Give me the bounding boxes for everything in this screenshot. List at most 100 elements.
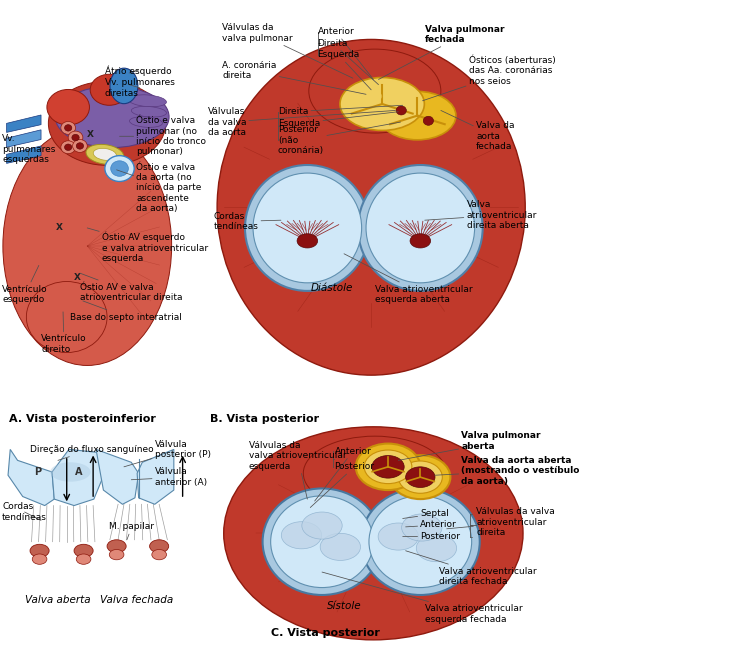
Circle shape: [61, 141, 76, 154]
Ellipse shape: [410, 234, 431, 248]
Ellipse shape: [86, 144, 123, 164]
Text: Valva pulmonar
aberta: Valva pulmonar aberta: [398, 432, 541, 461]
Ellipse shape: [309, 49, 441, 133]
Ellipse shape: [379, 91, 456, 140]
Text: Direita: Direita: [278, 105, 403, 116]
Ellipse shape: [152, 549, 167, 560]
Ellipse shape: [401, 514, 442, 541]
Ellipse shape: [74, 544, 93, 557]
Polygon shape: [8, 450, 54, 505]
Ellipse shape: [93, 148, 116, 160]
Ellipse shape: [217, 39, 526, 375]
Ellipse shape: [378, 523, 418, 550]
Polygon shape: [7, 115, 41, 133]
Text: Óstio e valva
da aorta (no
início da parte
ascendente
da aorta): Óstio e valva da aorta (no início da par…: [117, 162, 202, 214]
Ellipse shape: [129, 95, 166, 107]
Text: Valva
atrioventricular
direita aberta: Valva atrioventricular direita aberta: [425, 200, 537, 230]
Polygon shape: [7, 146, 41, 164]
Circle shape: [105, 156, 135, 181]
Text: Anterior: Anterior: [315, 447, 371, 501]
Text: X: X: [87, 131, 93, 140]
Ellipse shape: [406, 467, 435, 487]
Text: A. Vista posteroinferior: A. Vista posteroinferior: [10, 413, 157, 424]
Text: Valva fechada: Valva fechada: [100, 595, 173, 605]
Ellipse shape: [416, 534, 456, 562]
Text: X: X: [74, 272, 82, 281]
Ellipse shape: [365, 450, 412, 483]
Text: C. Vista posterior: C. Vista posterior: [270, 628, 379, 638]
Ellipse shape: [223, 427, 523, 640]
Circle shape: [73, 140, 87, 153]
Text: Sístole: Sístole: [327, 601, 362, 611]
Ellipse shape: [55, 86, 169, 148]
Text: Anterior: Anterior: [318, 27, 373, 80]
Text: B. Vista posterior: B. Vista posterior: [209, 413, 319, 424]
Ellipse shape: [356, 444, 420, 490]
Polygon shape: [7, 130, 41, 148]
Text: Válvula
posterior (P): Válvula posterior (P): [124, 440, 211, 467]
Text: Cordas
tendíneas: Cordas tendíneas: [213, 212, 281, 231]
Text: Valva pulmonar
fechada: Valva pulmonar fechada: [379, 25, 504, 80]
Text: Ósticos (aberturas)
das Aa. coronárias
nos seios: Ósticos (aberturas) das Aa. coronárias n…: [423, 55, 556, 101]
Ellipse shape: [132, 106, 166, 117]
Ellipse shape: [360, 91, 382, 102]
Text: Esquerda: Esquerda: [318, 50, 371, 90]
Text: X: X: [56, 223, 63, 232]
Text: Válvulas
da valva
da aorta: Válvulas da valva da aorta: [207, 107, 395, 137]
Text: Diástole: Diástole: [311, 283, 354, 293]
Text: Válvula
anterior (A): Válvula anterior (A): [132, 467, 207, 487]
Text: A. coronária
direita: A. coronária direita: [222, 61, 366, 94]
Ellipse shape: [262, 488, 381, 595]
Ellipse shape: [253, 173, 362, 283]
Polygon shape: [52, 450, 106, 505]
Text: Direita: Direita: [318, 39, 379, 85]
Ellipse shape: [297, 234, 318, 248]
Circle shape: [396, 106, 406, 115]
Circle shape: [65, 125, 72, 131]
Ellipse shape: [110, 549, 124, 560]
Ellipse shape: [50, 463, 90, 481]
Text: Óstio e valva
pulmonar (no
início do tronco
pulmonar): Óstio e valva pulmonar (no início do tro…: [120, 116, 207, 157]
Ellipse shape: [49, 82, 166, 166]
Text: Valva da aorta aberta
(mostrando o vestíbulo
da aorta): Valva da aorta aberta (mostrando o vestí…: [435, 455, 580, 486]
Text: Valva atrioventricular
esquerda fechada: Valva atrioventricular esquerda fechada: [322, 572, 523, 624]
Ellipse shape: [302, 512, 343, 539]
Text: M. papilar: M. papilar: [110, 522, 154, 540]
Ellipse shape: [150, 540, 169, 553]
Text: Válvulas da valva
atrioventricular
direita: Válvulas da valva atrioventricular direi…: [447, 507, 555, 537]
Text: Óstio AV e valva
atrioventricular direita: Óstio AV e valva atrioventricular direit…: [80, 273, 182, 302]
Ellipse shape: [3, 127, 172, 366]
Ellipse shape: [390, 455, 451, 499]
Ellipse shape: [110, 68, 138, 104]
Ellipse shape: [245, 165, 370, 291]
Ellipse shape: [107, 540, 126, 553]
Circle shape: [111, 161, 129, 176]
Ellipse shape: [47, 89, 90, 125]
Text: Átrio esquerdo: Átrio esquerdo: [105, 65, 171, 76]
Ellipse shape: [282, 521, 322, 549]
Text: Valva atrioventricular
direita fechada: Valva atrioventricular direita fechada: [406, 551, 537, 586]
Ellipse shape: [358, 165, 483, 291]
Ellipse shape: [340, 78, 424, 131]
Text: A: A: [76, 467, 83, 477]
Ellipse shape: [320, 533, 361, 560]
Ellipse shape: [26, 281, 107, 353]
Ellipse shape: [304, 436, 446, 510]
Ellipse shape: [369, 496, 472, 587]
Text: P: P: [34, 467, 41, 477]
Text: Valva atrioventricular
esquerda aberta: Valva atrioventricular esquerda aberta: [344, 254, 473, 304]
Text: Vv. pulmonares
direitas: Vv. pulmonares direitas: [105, 78, 175, 98]
Text: Anterior: Anterior: [406, 520, 457, 529]
Ellipse shape: [76, 554, 91, 564]
Text: Direção do fluxo sanguíneo: Direção do fluxo sanguíneo: [30, 445, 154, 461]
Circle shape: [68, 131, 83, 144]
Ellipse shape: [129, 116, 162, 127]
Text: Valva da
aorta
fechada: Valva da aorta fechada: [441, 111, 514, 151]
Text: Válvulas da
valva pulmonar: Válvulas da valva pulmonar: [222, 23, 353, 78]
Text: Septal: Septal: [403, 509, 449, 518]
Ellipse shape: [32, 554, 47, 564]
Ellipse shape: [361, 488, 480, 595]
Ellipse shape: [30, 544, 49, 557]
Text: Ventrículo
direito: Ventrículo direito: [41, 312, 87, 354]
Ellipse shape: [398, 461, 442, 493]
